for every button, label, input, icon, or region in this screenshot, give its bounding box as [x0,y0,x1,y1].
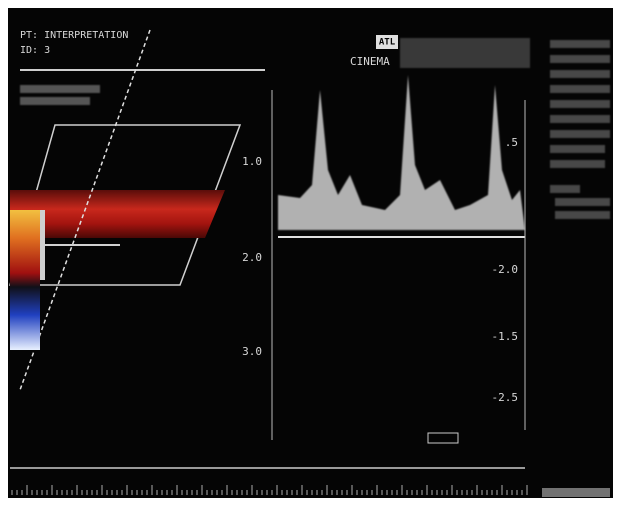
setting-text [20,85,100,93]
mode-label: CINEMA [350,55,390,68]
ultrasound-screen: PT: INTERPRETATION ID: 3 ATL CINEMA 1.0 … [0,0,620,515]
velocity-label: -2.0 [492,263,519,276]
velocity-label: .5 [505,136,518,149]
logo: ATL [379,38,396,48]
depth-label: 2.0 [242,251,262,264]
depth-label: 1.0 [242,155,262,168]
patient-label: PT: INTERPRETATION [20,30,128,41]
status-text [542,488,610,497]
info-text [400,38,530,68]
id-label: ID: 3 [20,45,50,56]
velocity-label: -2.5 [492,391,519,404]
velocity-label: -1.5 [492,330,519,343]
setting-text [20,97,90,105]
depth-label: 3.0 [242,345,262,358]
screen-background [8,8,613,498]
